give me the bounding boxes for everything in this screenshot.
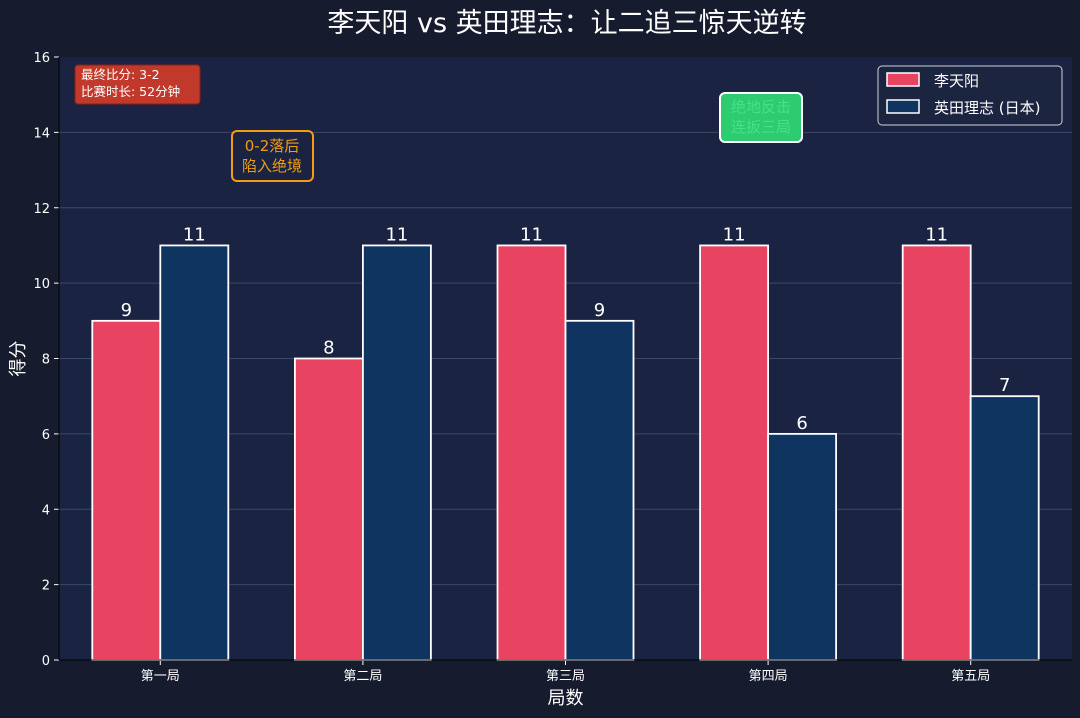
bar-value-label: 7 bbox=[999, 375, 1010, 396]
behind-text: 陷入绝境 bbox=[242, 157, 302, 175]
y-tick-label: 4 bbox=[42, 503, 50, 518]
y-tick-label: 2 bbox=[42, 579, 50, 594]
behind-text: 0-2落后 bbox=[245, 137, 300, 155]
bar-value-label: 11 bbox=[520, 224, 543, 245]
bar bbox=[361, 244, 432, 661]
bar bbox=[293, 357, 364, 661]
comeback-box bbox=[719, 92, 803, 143]
x-tick-label: 第二局 bbox=[343, 669, 382, 684]
bar bbox=[969, 395, 1040, 661]
legend-swatch bbox=[886, 72, 920, 87]
x-tick-label: 第三局 bbox=[546, 669, 585, 684]
bar-value-label: 9 bbox=[121, 300, 132, 321]
y-tick-label: 16 bbox=[33, 51, 50, 66]
y-axis-label: 得分 bbox=[8, 341, 29, 377]
y-tick-label: 12 bbox=[33, 202, 50, 217]
summary-annotation: 最终比分: 3-2 比赛时长: 52分钟 bbox=[74, 64, 201, 105]
y-tick-label: 10 bbox=[33, 277, 50, 292]
bar bbox=[91, 319, 162, 661]
chart-title: 李天阳 vs 英田理志：让二追三惊天逆转 bbox=[327, 8, 806, 39]
summary-text: 最终比分: 3-2 bbox=[81, 67, 160, 82]
legend-swatch bbox=[886, 99, 920, 114]
y-tick-label: 6 bbox=[42, 428, 50, 443]
comeback-text: 绝地反击 bbox=[731, 98, 791, 116]
x-tick-label: 第四局 bbox=[749, 669, 788, 684]
summary-box bbox=[74, 64, 201, 105]
bar-value-label: 11 bbox=[723, 224, 746, 245]
y-tick-label: 14 bbox=[33, 126, 50, 141]
x-axis-label: 局数 bbox=[548, 688, 584, 709]
legend-label: 李天阳 bbox=[934, 72, 979, 90]
bar bbox=[496, 244, 567, 661]
bar-value-label: 11 bbox=[925, 224, 948, 245]
bar bbox=[159, 244, 230, 661]
y-tick-label: 0 bbox=[42, 654, 50, 669]
legend-label: 英田理志 (日本) bbox=[934, 99, 1040, 117]
bar-value-label: 8 bbox=[323, 338, 334, 359]
bar-value-label: 11 bbox=[385, 224, 408, 245]
bar bbox=[699, 244, 769, 661]
y-tick-label: 8 bbox=[42, 353, 50, 368]
bar-value-label: 11 bbox=[183, 224, 206, 245]
x-tick-label: 第一局 bbox=[141, 669, 180, 684]
bar bbox=[564, 319, 635, 661]
comeback-text: 连扳三局 bbox=[731, 118, 791, 136]
bar-value-label: 9 bbox=[594, 300, 605, 321]
legend-frame bbox=[877, 65, 1063, 126]
bar bbox=[767, 432, 837, 661]
x-tick-label: 第五局 bbox=[951, 669, 990, 684]
summary-text: 比赛时长: 52分钟 bbox=[81, 84, 180, 99]
bar bbox=[901, 244, 972, 661]
bar-value-label: 6 bbox=[796, 413, 807, 434]
behind-box bbox=[231, 130, 314, 182]
